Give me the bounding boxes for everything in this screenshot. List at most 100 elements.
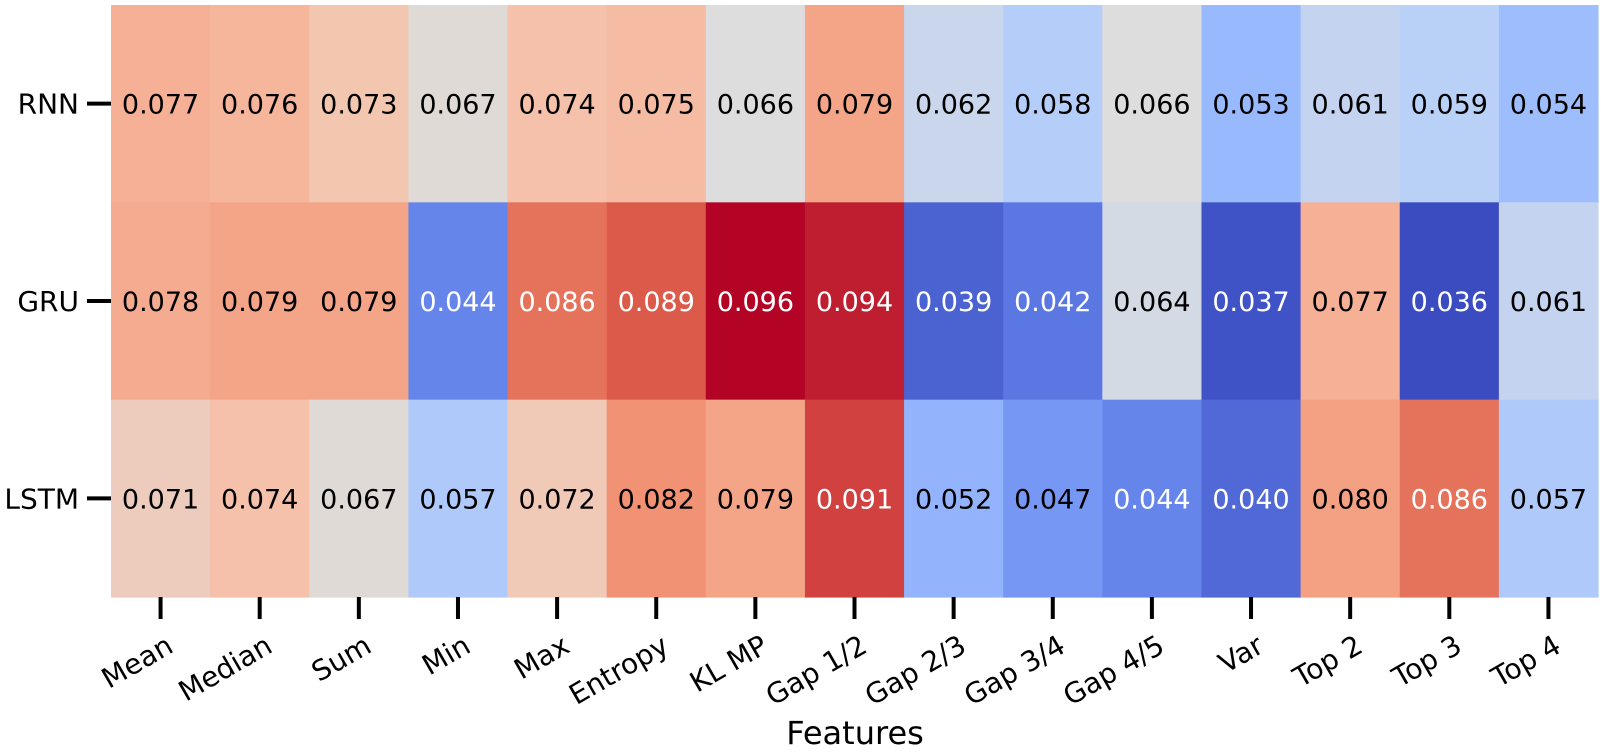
y-tick-label-lstm: LSTM [4, 482, 79, 515]
heatmap-cell-rnn-9 [1003, 5, 1103, 203]
cell-value-label: 0.089 [618, 287, 695, 318]
cell-value-label: 0.076 [221, 90, 298, 121]
cell-value-label: 0.071 [122, 484, 199, 515]
cell-value-label: 0.057 [419, 484, 496, 515]
heatmap-cell-lstm-4 [507, 399, 608, 598]
cell-value-label: 0.053 [1212, 90, 1289, 121]
cell-value-label: 0.073 [320, 90, 397, 121]
cell-value-label: 0.079 [320, 287, 397, 318]
cell-annotations: 0.077 0.076 0.073 0.067 0.074 0.075 0.066 0.079… [122, 90, 1587, 516]
cell-value-label: 0.086 [518, 287, 595, 318]
cell-value-label: 0.047 [1014, 484, 1091, 515]
heatmap-cell-rnn-5 [606, 5, 707, 203]
heatmap-cell-rnn-10 [1102, 5, 1203, 203]
cell-value-label: 0.079 [221, 287, 298, 318]
heatmap-cell-gru-11 [1201, 202, 1302, 401]
cell-value-label: 0.044 [1113, 484, 1190, 515]
cell-value-label: 0.082 [618, 484, 695, 515]
heatmap-cell-rnn-11 [1201, 5, 1302, 203]
x-tick-label: Min [416, 628, 476, 681]
cell-value-label: 0.058 [1014, 90, 1091, 121]
cell-value-label: 0.086 [1411, 484, 1488, 515]
cell-value-label: 0.062 [915, 90, 992, 121]
cell-value-label: 0.075 [618, 90, 695, 121]
cell-value-label: 0.066 [717, 90, 794, 121]
cell-value-label: 0.066 [1113, 90, 1190, 121]
heatmap-cell-rnn-4 [507, 5, 608, 203]
cell-value-label: 0.091 [816, 484, 893, 515]
heatmap-cell-rnn-12 [1300, 5, 1401, 203]
cell-value-label: 0.039 [915, 287, 992, 318]
cell-value-label: 0.052 [915, 484, 992, 515]
x-tick-label: Mean [96, 628, 179, 695]
cell-value-label: 0.061 [1312, 90, 1389, 121]
cell-value-label: 0.078 [122, 287, 199, 318]
heatmap-cell-gru-0 [111, 202, 211, 401]
cell-value-label: 0.080 [1312, 484, 1389, 515]
heatmap-cell-rnn-0 [111, 5, 211, 203]
cell-value-label: 0.077 [1312, 287, 1389, 318]
cell-value-label: 0.036 [1411, 287, 1488, 318]
heatmap-cell-gru-14 [1498, 202, 1599, 401]
cell-value-label: 0.077 [122, 90, 199, 121]
y-axis: RNN GRU LSTM [4, 88, 111, 515]
heatmap-cell-gru-2 [309, 202, 409, 401]
y-tick-label-gru: GRU [17, 285, 79, 318]
heatmap-cell-rnn-6 [705, 5, 806, 203]
heatmap-cell-rnn-3 [408, 5, 509, 203]
cell-value-label: 0.094 [816, 287, 893, 318]
heatmap-cell-lstm-11 [1201, 399, 1302, 598]
cell-value-label: 0.074 [518, 90, 595, 121]
cell-value-label: 0.072 [518, 484, 595, 515]
heatmap-cell-gru-1 [210, 202, 310, 401]
heatmap-cell-lstm-5 [606, 399, 707, 598]
x-tick-label: Var [1213, 628, 1269, 680]
cell-value-label: 0.079 [816, 90, 893, 121]
x-tick-label: Top 2 [1287, 628, 1368, 694]
heatmap-cell-lstm-9 [1003, 399, 1103, 598]
x-tick-label: Top 4 [1485, 628, 1566, 694]
cell-value-label: 0.042 [1014, 287, 1091, 318]
heatmap-cell-lstm-12 [1300, 399, 1401, 598]
heatmap-cell-lstm-8 [904, 399, 1004, 598]
x-tick-label: Gap 1/2 [760, 628, 872, 712]
heatmap-cell-lstm-3 [408, 399, 509, 598]
heatmap-cell-rnn-14 [1498, 5, 1599, 203]
heatmap-cell-gru-12 [1300, 202, 1401, 401]
heatmap-cell-lstm-1 [210, 399, 310, 598]
cell-value-label: 0.067 [320, 484, 397, 515]
heatmap-cell-lstm-7 [804, 399, 905, 598]
cell-value-label: 0.059 [1411, 90, 1488, 121]
heatmap-cell-rnn-8 [904, 5, 1004, 203]
heatmap-cell-lstm-6 [705, 399, 806, 598]
heatmap-cell-gru-7 [804, 202, 905, 401]
cell-value-label: 0.040 [1212, 484, 1289, 515]
x-tick-label: Gap 2/3 [859, 628, 971, 712]
heatmap-cell-lstm-13 [1399, 399, 1500, 598]
y-tick-label-rnn: RNN [18, 88, 79, 121]
heatmap-cell-lstm-14 [1498, 399, 1599, 598]
heatmap-cell-gru-10 [1102, 202, 1203, 401]
heatmap-cells [111, 5, 1599, 598]
heatmap-cell-gru-13 [1399, 202, 1500, 401]
cell-value-label: 0.054 [1510, 90, 1587, 121]
heatmap-cell-lstm-2 [309, 399, 409, 598]
heatmap-cell-rnn-2 [309, 5, 409, 203]
cell-value-label: 0.067 [419, 90, 496, 121]
x-tick-label: KL MP [684, 628, 773, 699]
x-tick-label: Median [173, 628, 278, 708]
heatmap-cell-lstm-10 [1102, 399, 1203, 598]
heatmap-cell-lstm-0 [111, 399, 211, 598]
x-axis-label: Features [786, 714, 924, 752]
x-tick-label: Gap 3/4 [958, 628, 1070, 712]
cell-value-label: 0.096 [717, 287, 794, 318]
cell-value-label: 0.037 [1212, 287, 1289, 318]
heatmap-cell-gru-6 [705, 202, 806, 401]
x-tick-label: Entropy [563, 628, 674, 711]
cell-value-label: 0.079 [717, 484, 794, 515]
x-tick-label: Sum [306, 628, 377, 688]
x-tick-label: Top 3 [1386, 628, 1467, 694]
cell-value-label: 0.074 [221, 484, 298, 515]
heatmap-cell-gru-9 [1003, 202, 1103, 401]
